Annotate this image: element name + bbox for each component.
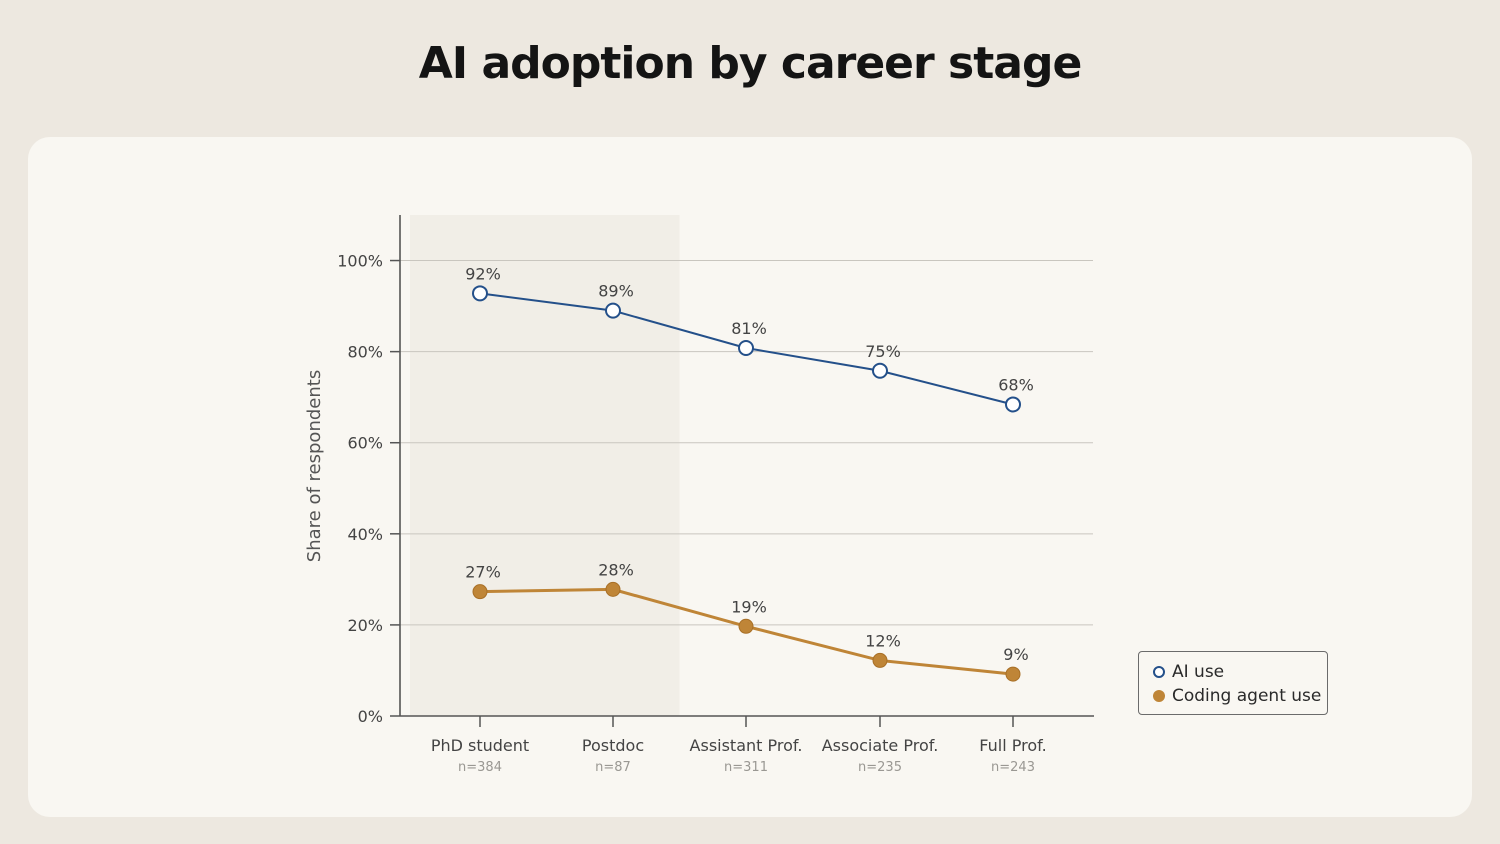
legend-label-ai-use: AI use [1172,662,1225,682]
legend-item-coding-agent-use: Coding agent use [1153,684,1327,708]
data-point [738,618,754,634]
x-tick-sublabel: n=384 [458,760,502,775]
x-tick-label: Associate Prof. [822,736,939,755]
legend-swatch-ai-use [1153,666,1165,678]
data-label: 92% [465,264,501,283]
highlight-band [410,215,680,716]
data-label: 68% [998,375,1034,394]
legend-item-ai-use: AI use [1153,660,1327,684]
x-tick-sublabel: n=235 [858,760,902,775]
y-axis-label: Share of respondents [304,370,325,562]
y-tick-label: 40% [347,525,383,544]
x-tick-label: PhD student [431,736,529,755]
data-label: 75% [865,342,901,361]
data-point [472,285,488,302]
x-tick-label: Assistant Prof. [690,736,803,755]
y-tick-label: 60% [347,434,383,453]
x-tick-sublabel: n=243 [991,760,1035,775]
legend-label-coding-agent-use: Coding agent use [1172,686,1322,706]
data-label: 27% [465,563,501,582]
data-label: 89% [598,282,634,301]
data-label: 12% [865,631,901,650]
page-title: AI adoption by career stage [418,38,1083,89]
x-tick-label: Full Prof. [979,736,1046,755]
y-tick-label: 0% [358,707,383,726]
data-point [605,302,621,319]
data-point [1005,396,1021,413]
data-point [1005,666,1021,682]
legend-swatch-coding-agent-use [1153,690,1165,702]
y-tick-label: 100% [337,252,383,271]
chart-legend: AI use Coding agent use [1138,651,1328,715]
data-point [605,581,621,597]
data-label: 28% [598,560,634,579]
data-point [872,652,888,668]
y-tick-label: 80% [347,343,383,362]
data-label: 81% [731,319,767,338]
y-tick-label: 20% [347,616,383,635]
data-point [872,362,888,379]
data-point [472,584,488,600]
data-label: 9% [1003,645,1028,664]
data-label: 19% [731,597,767,616]
data-point [738,339,754,356]
x-tick-label: Postdoc [582,736,644,755]
x-tick-sublabel: n=311 [724,760,768,775]
x-tick-sublabel: n=87 [595,760,631,775]
